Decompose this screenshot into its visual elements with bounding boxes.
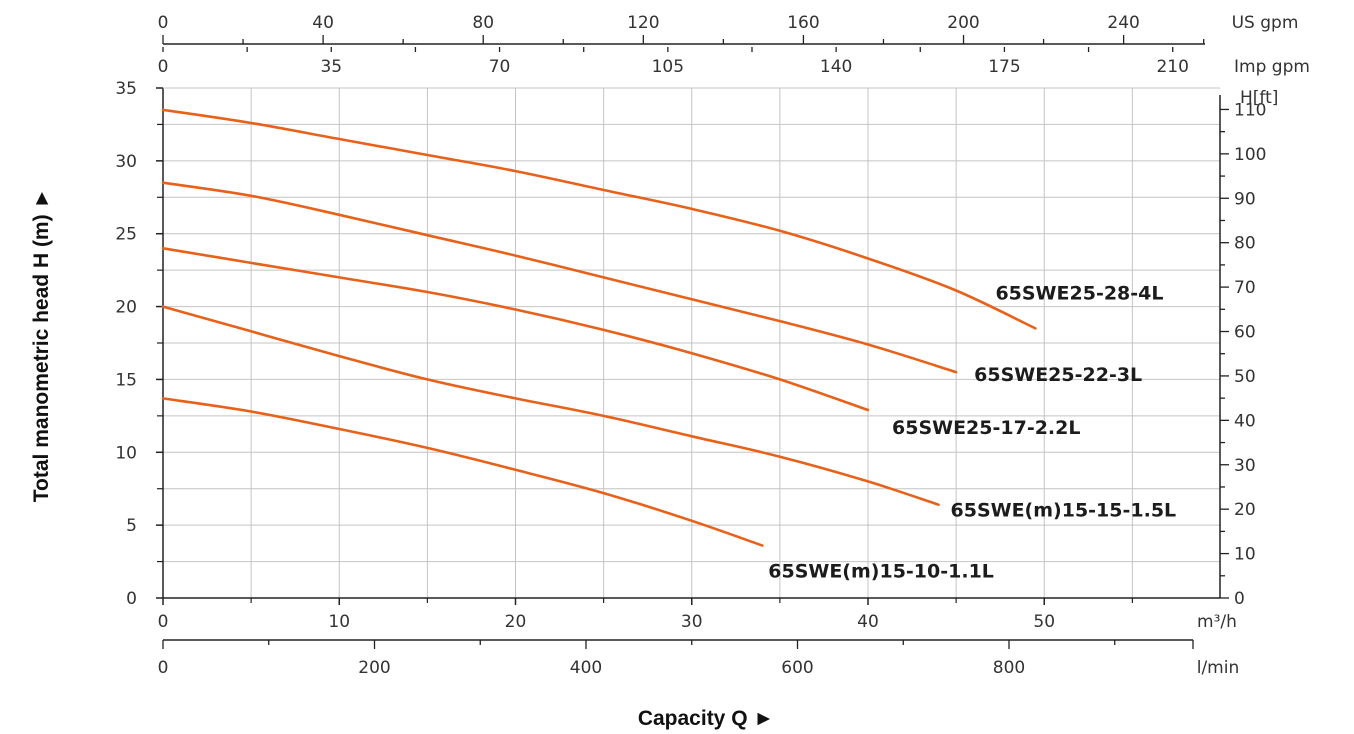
impgpm-tick-label: 70 — [489, 57, 511, 77]
usgpm-tick-label: 200 — [947, 13, 979, 33]
ft-tick-label: 60 — [1234, 323, 1256, 343]
x-tick-label: 30 — [681, 612, 703, 632]
lmin-tick-label: 200 — [358, 658, 390, 678]
series-label: 65SWE(m)15-10-1.1L — [768, 561, 994, 583]
series-label: 65SWE25-22-3L — [974, 364, 1142, 386]
impgpm-tick-label: 175 — [988, 57, 1020, 77]
ft-tick-label: 10 — [1234, 545, 1256, 565]
ft-tick-label: 110 — [1234, 100, 1266, 120]
series-label: 65SWE25-28-4L — [995, 282, 1163, 304]
impgpm-tick-label: 0 — [158, 57, 169, 77]
curve-65swe-m-15-15-1-5l — [161, 305, 940, 506]
ft-tick-label: 100 — [1234, 145, 1266, 165]
y-tick-label: 20 — [115, 298, 137, 318]
x-tick-label: 20 — [505, 612, 527, 632]
curve-65swe25-22-3l — [161, 181, 958, 374]
curve-65swe25-28-4l — [161, 108, 1037, 330]
y-axis-title: Total manometric head H (m) ► — [30, 188, 53, 502]
series-label: 65SWE(m)15-15-1.5L — [951, 500, 1177, 522]
impgpm-tick-label: 105 — [652, 57, 684, 77]
usgpm-tick-label: 40 — [312, 13, 334, 33]
series-labels: 65SWE25-28-4L 65SWE25-22-3L 65SWE25-17-2.2… — [768, 282, 1176, 582]
lmin-tick-label: 800 — [993, 658, 1025, 678]
y-tick-label: 10 — [115, 443, 137, 463]
ft-tick-label: 70 — [1234, 278, 1256, 298]
y-tick-label: 35 — [115, 79, 137, 99]
lmin-unit-label: l/min — [1197, 658, 1240, 678]
x-tick-label: 10 — [328, 612, 350, 632]
x-axis-title: Capacity Q ► — [638, 707, 774, 730]
usgpm-tick-label: 160 — [787, 13, 819, 33]
usgpm-tick-label: 0 — [158, 13, 169, 33]
y-tick-label: 30 — [115, 152, 137, 172]
impgpm-tick-label: 210 — [1156, 57, 1188, 77]
usgpm-tick-label: 80 — [472, 13, 494, 33]
impgpm-unit-label: Imp gpm — [1234, 57, 1310, 77]
curve-65swe25-17-2-2l — [161, 247, 870, 412]
x-unit-label: m³/h — [1197, 612, 1237, 632]
usgpm-tick-label: 120 — [627, 13, 659, 33]
y-tick-label: 15 — [115, 370, 137, 390]
series-label: 65SWE25-17-2.2L — [892, 417, 1080, 439]
y-tick-label: 25 — [115, 225, 137, 245]
y-tick-label: 0 — [126, 589, 137, 609]
ft-tick-label: 0 — [1234, 589, 1245, 609]
curve-65swe-m-15-10-1-1l — [161, 397, 764, 547]
lmin-tick-label: 600 — [781, 658, 813, 678]
ft-tick-label: 40 — [1234, 411, 1256, 431]
y-tick-label: 5 — [126, 516, 137, 536]
ft-tick-label: 50 — [1234, 367, 1256, 387]
usgpm-unit-label: US gpm — [1232, 13, 1299, 33]
x-tick-label: 50 — [1033, 612, 1055, 632]
ft-unit-label: H[ft] — [1240, 88, 1278, 108]
lmin-tick-label: 400 — [570, 658, 602, 678]
impgpm-tick-label: 35 — [320, 57, 342, 77]
ft-tick-label: 20 — [1234, 500, 1256, 520]
grid — [163, 88, 1220, 598]
impgpm-tick-label: 140 — [820, 57, 852, 77]
curves — [161, 108, 1037, 547]
lmin-tick-label: 0 — [158, 658, 169, 678]
usgpm-tick-label: 240 — [1107, 13, 1139, 33]
x-tick-label: 40 — [857, 612, 879, 632]
x-tick-label: 0 — [158, 612, 169, 632]
ft-tick-label: 30 — [1234, 456, 1256, 476]
ft-tick-label: 90 — [1234, 189, 1256, 209]
ft-tick-label: 80 — [1234, 234, 1256, 254]
